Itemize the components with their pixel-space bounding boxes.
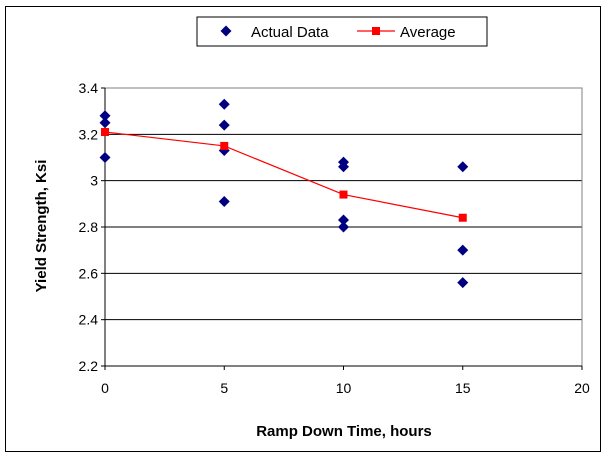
y-tick-label: 2.2 [79,358,99,374]
x-axis-title: Ramp Down Time, hours [256,423,432,440]
y-tick-label: 2.6 [79,265,99,281]
actual-data-point [457,277,469,289]
actual-data-point [338,214,349,226]
x-tick-label: 0 [101,380,109,396]
legend-label-average: Average [400,24,456,41]
axis-layer: 2.2 2.4 2.6 2.8 3 3.2 3.4 0 5 10 15 20 [79,80,590,396]
legend-marker-average [357,27,395,35]
y-tick-label: 3 [90,173,98,189]
actual-data-point [99,152,111,163]
average-line [104,131,463,219]
actual-data-point [218,196,230,208]
average-point [339,190,348,199]
actual-data-point [99,117,111,129]
actual-data-point [338,161,349,173]
x-tick-label: 10 [336,380,352,396]
legend-diamond-icon [220,25,232,37]
legend-square-icon [372,27,380,35]
legend: Actual Data Average [196,16,488,47]
y-axis-title: Yield Strength, Ksi [33,160,50,293]
actual-data-point [457,161,469,173]
actual-data-point [457,244,469,256]
actual-data-point [218,119,230,131]
actual-data-point [99,110,111,122]
average-point [458,213,467,222]
legend-label-actual-data: Actual Data [251,24,329,41]
y-tick-label: 3.2 [79,126,99,142]
y-tick-label: 3.4 [79,80,99,96]
series-layer [99,98,469,289]
actual-data-point [338,221,349,233]
x-tick-label: 5 [220,380,228,396]
legend-marker-actual-data [220,25,232,37]
actual-data-point [218,98,230,110]
y-tick-label: 2.4 [79,312,99,328]
x-tick-label: 15 [455,380,471,396]
average-point [220,141,229,150]
x-tick-label: 20 [574,380,590,396]
average-point [101,128,109,137]
chart-frame [5,6,601,452]
legend-box [196,16,488,47]
y-tick-label: 2.8 [79,219,99,235]
